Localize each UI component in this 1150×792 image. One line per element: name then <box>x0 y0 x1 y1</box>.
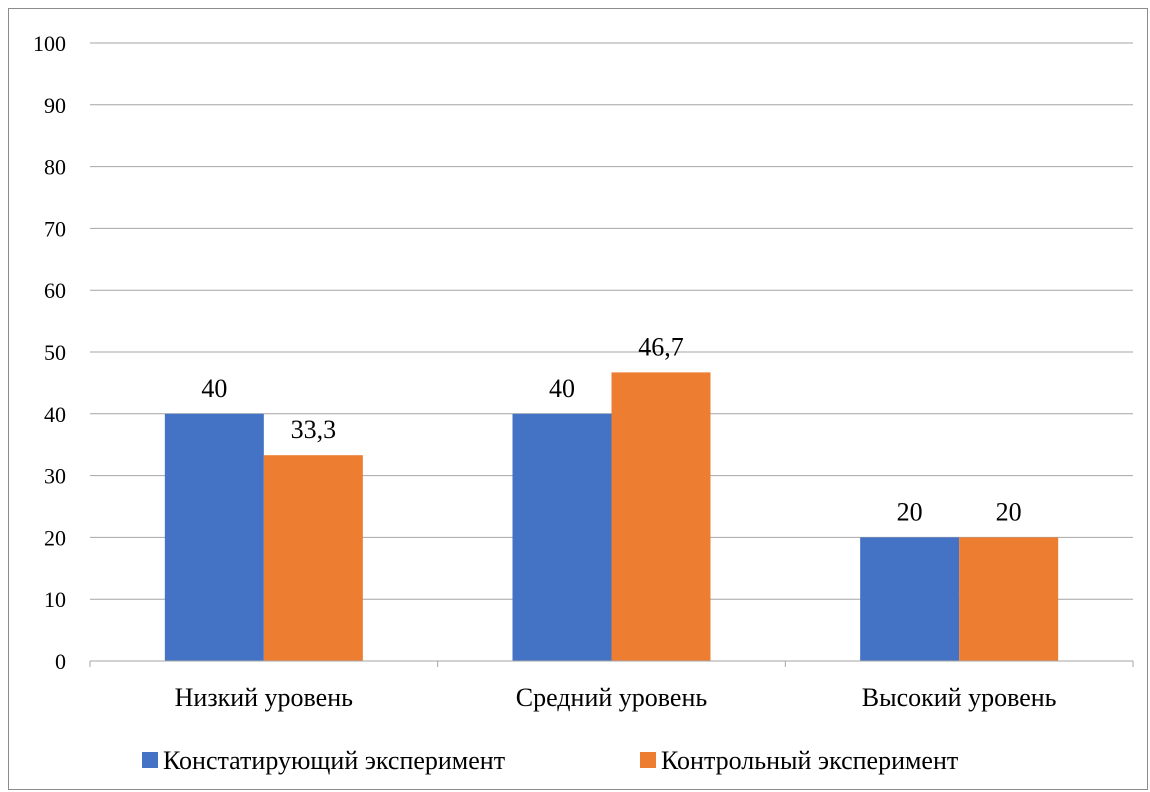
y-tick-label: 30 <box>44 464 66 489</box>
y-tick-label: 50 <box>44 340 66 365</box>
y-tick-label: 70 <box>44 216 66 241</box>
legend-label: Констатирующий эксперимент <box>163 746 505 775</box>
bar <box>164 413 264 661</box>
data-label: 40 <box>201 374 227 403</box>
y-tick-label: 80 <box>44 155 66 180</box>
data-labels: 40 33,3 40 46,7 20 20 <box>201 332 1021 526</box>
data-label: 20 <box>996 497 1022 526</box>
category-label: Высокий уровень <box>862 683 1057 712</box>
bar <box>959 537 1059 661</box>
data-label: 40 <box>549 374 575 403</box>
legend-label: Контрольный эксперимент <box>661 746 958 775</box>
x-axis <box>89 660 1134 667</box>
y-tick-label: 20 <box>44 525 66 550</box>
y-tick-label: 40 <box>44 402 66 427</box>
y-tick-label: 100 <box>33 31 66 56</box>
y-tick-label: 60 <box>44 278 66 303</box>
legend-swatch <box>142 752 158 768</box>
category-labels: Низкий уровень Средний уровень Высокий уро… <box>175 683 1057 712</box>
data-label: 33,3 <box>291 415 337 444</box>
legend-swatch <box>640 752 656 768</box>
bars <box>164 372 1059 661</box>
bar <box>263 455 363 661</box>
data-label: 20 <box>897 497 923 526</box>
category-label: Средний уровень <box>516 683 708 712</box>
legend: Констатирующий эксперимент Контрольный эк… <box>142 746 958 775</box>
data-label: 46,7 <box>638 332 684 361</box>
bar <box>512 413 612 661</box>
category-label: Низкий уровень <box>175 683 353 712</box>
y-tick-label: 10 <box>44 587 66 612</box>
y-tick-label: 90 <box>44 93 66 118</box>
y-tick-label: 0 <box>55 649 66 674</box>
bar <box>860 537 960 661</box>
bar <box>611 372 711 661</box>
y-axis-ticks: 0 10 20 30 40 50 60 70 80 90 100 <box>33 31 66 674</box>
